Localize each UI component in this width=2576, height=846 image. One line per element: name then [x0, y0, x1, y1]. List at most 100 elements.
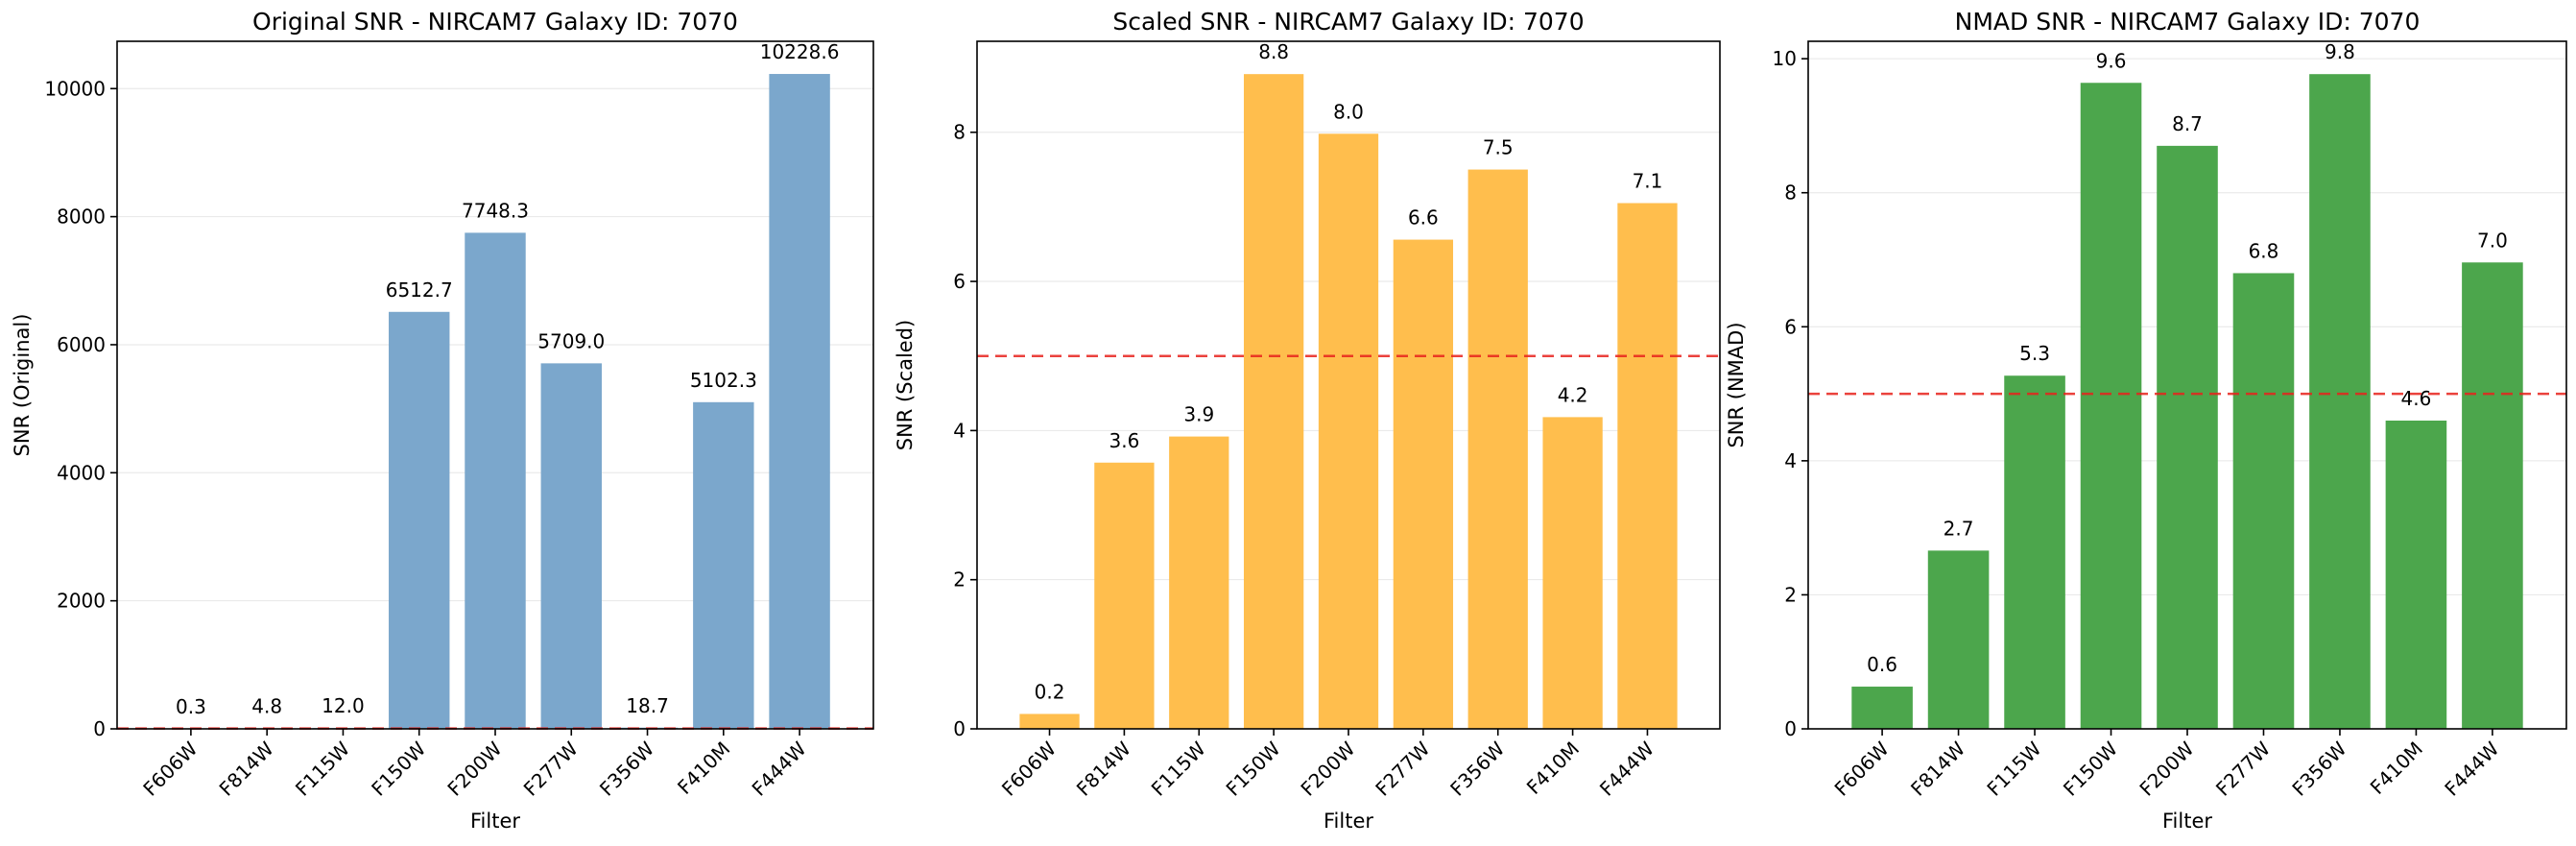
original-chart-title: Original SNR - NIRCAM7 Galaxy ID: 7070 — [252, 8, 738, 36]
scaled-bar-f200w — [1318, 133, 1379, 729]
original-value-label: 4.8 — [251, 695, 282, 718]
nmad-xtick-label: F444W — [2440, 737, 2503, 800]
scaled-bar-f606w — [1019, 713, 1080, 729]
nmad-value-label: 9.8 — [2325, 40, 2355, 63]
scaled-chart-title: Scaled SNR - NIRCAM7 Galaxy ID: 7070 — [1112, 8, 1584, 36]
nmad-value-label: 8.7 — [2172, 112, 2203, 135]
nmad-xtick-label: F410M — [2366, 737, 2427, 799]
scaled-xtick-label: F814W — [1072, 737, 1135, 800]
nmad-value-label: 5.3 — [2019, 342, 2050, 365]
original-yaxis-label: SNR (Original) — [11, 314, 34, 457]
nmad-xtick-label: F150W — [2059, 737, 2122, 800]
nmad-value-label: 7.0 — [2477, 229, 2508, 252]
scaled-value-label: 8.0 — [1333, 100, 1364, 123]
nmad-xtick-label: F814W — [1906, 737, 1969, 800]
original-bar-f150w — [389, 311, 450, 729]
scaled-xtick-label: F150W — [1222, 737, 1285, 800]
original-xtick-label: F150W — [367, 737, 430, 800]
original-ytick-label: 2000 — [57, 590, 106, 613]
scaled-value-label: 3.9 — [1183, 403, 1214, 426]
nmad-value-label: 4.6 — [2401, 387, 2432, 410]
nmad-bar-f606w — [1851, 687, 1913, 729]
original-value-label: 6512.7 — [386, 278, 453, 302]
nmad-ytick-label: 10 — [1773, 47, 1797, 70]
nmad-bar-f814w — [1927, 550, 1990, 729]
scaled-bar-f115w — [1169, 436, 1229, 729]
scaled-bar-f150w — [1243, 74, 1304, 730]
original-xtick-label: F814W — [215, 737, 278, 800]
original-xtick-label: F277W — [519, 737, 583, 800]
scaled-value-label: 8.8 — [1258, 40, 1289, 63]
scaled-value-label: 7.5 — [1483, 136, 1514, 159]
nmad-bar-f356w — [2309, 74, 2371, 729]
original-bar-f444w — [769, 74, 830, 729]
scaled-ytick-label: 0 — [953, 717, 966, 740]
original-bar-f277w — [540, 363, 602, 729]
scaled-xtick-label: F356W — [1445, 737, 1509, 800]
nmad-bar-f115w — [2004, 375, 2065, 729]
original-xtick-label: F356W — [595, 737, 658, 800]
original-value-label: 5709.0 — [537, 329, 605, 352]
original-ytick-label: 10000 — [44, 77, 106, 100]
nmad-ytick-label: 0 — [1784, 717, 1797, 740]
original-xtick-label: F410M — [673, 737, 734, 799]
nmad-bar-f150w — [2080, 83, 2142, 729]
nmad-xtick-label: F277W — [2211, 737, 2275, 800]
original-ytick-label: 8000 — [57, 205, 106, 229]
scaled-bar-f277w — [1393, 239, 1454, 729]
original-value-label: 18.7 — [626, 694, 669, 717]
nmad-xtick-label: F356W — [2287, 737, 2350, 800]
nmad-xaxis-label: Filter — [2162, 810, 2212, 833]
nmad-bar-f277w — [2232, 273, 2295, 729]
nmad-ytick-label: 2 — [1784, 583, 1797, 606]
scaled-xaxis-label: Filter — [1324, 810, 1373, 833]
nmad-ytick-label: 6 — [1784, 315, 1797, 338]
scaled-ytick-label: 8 — [953, 121, 966, 144]
original-value-label: 5102.3 — [690, 369, 757, 392]
nmad-value-label: 2.7 — [1944, 517, 1974, 540]
original-xtick-label: F606W — [138, 737, 202, 800]
original-value-label: 10228.6 — [760, 40, 840, 63]
nmad-ytick-label: 8 — [1784, 181, 1797, 205]
nmad-ytick-label: 4 — [1784, 449, 1797, 472]
original-ytick-label: 4000 — [57, 461, 106, 484]
nmad-bar-f410m — [2385, 420, 2447, 729]
scaled-bar-f356w — [1467, 169, 1528, 729]
scaled-value-label: 0.2 — [1035, 680, 1065, 703]
nmad-bar-f200w — [2157, 145, 2218, 730]
original-value-label: 0.3 — [176, 695, 206, 718]
nmad-value-label: 0.6 — [1867, 653, 1897, 676]
scaled-xtick-label: F277W — [1371, 737, 1434, 800]
nmad-xtick-label: F606W — [1830, 737, 1894, 800]
scaled-ytick-label: 2 — [953, 568, 966, 592]
nmad-yaxis-label: SNR (NMAD) — [1725, 322, 1748, 447]
scaled-yaxis-label: SNR (Scaled) — [894, 320, 917, 451]
original-bar-f200w — [465, 232, 526, 729]
scaled-ytick-label: 4 — [953, 419, 966, 442]
scaled-value-label: 3.6 — [1109, 429, 1139, 452]
scaled-value-label: 4.2 — [1558, 383, 1588, 406]
original-xtick-label: F200W — [442, 737, 506, 800]
chart-scaled-snr: 0.2 3.6 3.9 8.8 8.0 6.6 7.5 4.2 7.1 0 2 4 6 8 F606W F81… — [894, 8, 1721, 833]
original-ytick-label: 0 — [93, 717, 106, 740]
original-ytick-label: 6000 — [57, 333, 106, 356]
scaled-xtick-label: F410M — [1522, 737, 1584, 799]
nmad-chart-title: NMAD SNR - NIRCAM7 Galaxy ID: 7070 — [1955, 8, 2421, 36]
scaled-ytick-label: 6 — [953, 270, 966, 293]
original-bar-f410m — [693, 401, 754, 729]
original-xaxis-label: Filter — [470, 810, 520, 833]
scaled-value-label: 6.6 — [1408, 206, 1439, 230]
chart-original-snr: 0.3 4.8 12.0 6512.7 7748.3 5709.0 18.7 5102.3 10… — [11, 8, 874, 833]
original-xtick-label: F444W — [748, 737, 811, 800]
original-value-label: 7748.3 — [462, 199, 529, 222]
scaled-bar-f444w — [1617, 203, 1678, 730]
nmad-bar-f444w — [2462, 262, 2523, 729]
scaled-bar-f410m — [1542, 417, 1603, 729]
nmad-xtick-label: F200W — [2135, 737, 2198, 800]
scaled-xtick-label: F606W — [997, 737, 1061, 800]
nmad-value-label: 6.8 — [2249, 239, 2279, 262]
nmad-value-label: 9.6 — [2096, 49, 2127, 72]
original-value-label: 12.0 — [322, 694, 365, 717]
